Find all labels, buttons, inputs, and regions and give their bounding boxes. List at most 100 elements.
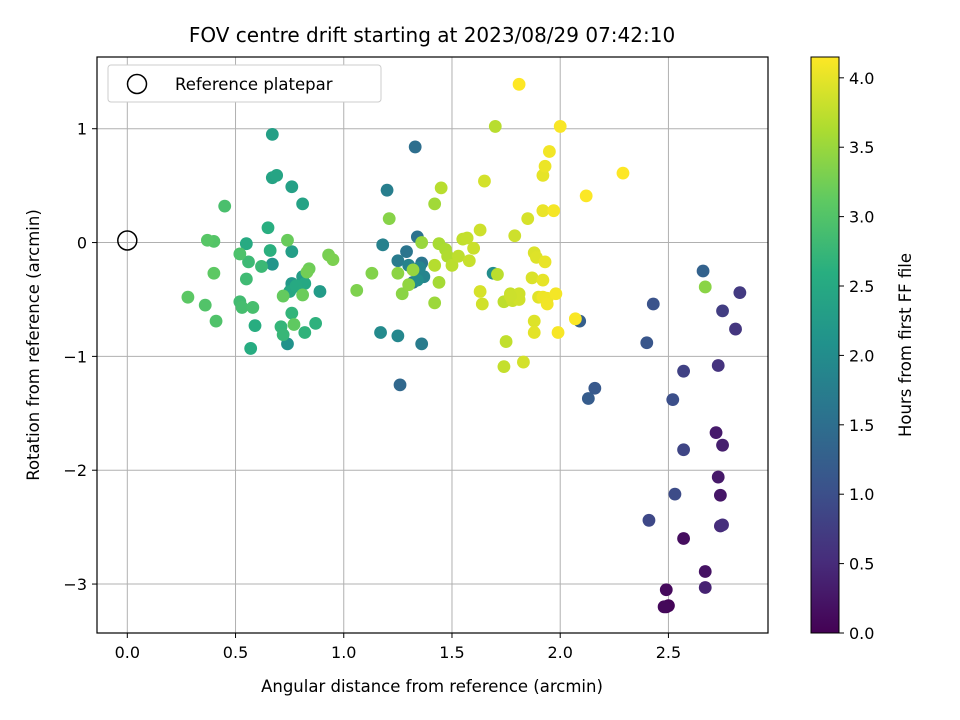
chart-title: FOV centre drift starting at 2023/08/29 … [189,23,675,47]
colorbar: 0.0 0.5 1.0 1.5 2.0 2.5 3.0 3.5 4.0 Hours from f… [810,56,915,643]
data-point [527,314,541,328]
y-tick-label: −1 [63,347,87,366]
legend-label: Reference platepar [175,75,333,94]
data-point [276,289,290,303]
colorbar-tick-label: 3.5 [849,138,874,157]
x-tick-label: 0.0 [115,643,140,662]
data-point [428,296,442,310]
x-tick-label: 2.0 [547,643,572,662]
data-point [568,312,582,326]
data-point [432,275,446,289]
data-point [729,322,742,336]
data-point [488,120,502,133]
x-tick-label: 2.5 [656,643,681,662]
colorbar-tick-label: 3.0 [849,208,874,227]
data-point [313,285,327,298]
data-point [499,335,513,348]
data-point [588,381,602,395]
y-tick-label: 1 [77,120,87,139]
data-point [540,297,554,311]
x-axis-ticks: 0.0 0.5 1.0 1.5 2.0 2.5 [115,633,681,662]
data-point [246,301,260,314]
data-point [549,287,563,301]
data-point [551,326,565,339]
data-points [181,77,747,614]
data-point [646,297,660,311]
data-point [391,266,405,280]
data-point [696,264,710,278]
data-point [642,513,656,527]
data-point [473,285,487,298]
legend-box [107,64,382,103]
legend-marker [126,73,148,95]
data-point [666,393,680,407]
data-point [581,392,595,405]
colorbar-tick-label: 2.5 [849,277,874,296]
data-point [716,438,729,452]
data-point [244,342,258,355]
data-point [508,229,522,243]
data-point [527,326,541,339]
data-point [542,145,556,158]
data-point [207,266,221,280]
data-point [235,301,249,314]
data-point [709,426,723,440]
data-point [261,221,275,235]
data-point [504,289,517,303]
data-point [309,316,323,330]
data-point [677,443,690,457]
data-point [374,326,387,339]
colorbar-tick-label: 0.5 [849,555,874,574]
data-point [711,470,725,484]
data-point [285,306,299,320]
data-point [265,257,279,271]
data-point [239,237,253,251]
data-point [659,583,673,597]
data-point [536,273,550,287]
data-point [517,355,530,369]
y-axis-ticks: −3 −2 −1 0 1 [63,120,97,594]
data-point [478,174,491,188]
colorbar-tick-label: 0.0 [849,624,874,643]
y-tick-label: 0 [77,234,87,253]
data-point [445,258,459,272]
data-point [255,260,268,273]
data-point [393,378,407,392]
y-tick-label: −2 [63,461,87,480]
data-point [285,245,299,259]
data-point [428,258,442,272]
data-point [263,244,277,257]
data-point [716,518,729,532]
data-point [402,278,416,292]
data-point [547,204,561,218]
x-tick-label: 1.5 [439,643,464,662]
data-point [406,263,420,277]
data-point [181,290,195,304]
data-point [198,298,212,312]
data-point [711,359,725,372]
data-point [616,166,630,180]
data-point [677,364,690,378]
data-point [296,288,310,302]
data-point [698,565,712,578]
data-point [233,247,247,261]
data-point [300,265,314,279]
data-point [326,253,340,267]
plot-frame [96,56,769,634]
data-point [473,223,487,237]
data-point [475,297,489,311]
reference-platepar-marker [117,230,138,251]
data-point [287,318,301,331]
data-point [525,271,539,285]
data-point [462,254,476,268]
data-point [415,337,429,351]
data-point [512,77,526,91]
data-point [242,255,255,269]
colorbar-tick-label: 4.0 [849,69,874,88]
data-point [657,600,671,614]
colorbar-gradient [810,56,840,634]
data-point [538,255,552,269]
colorbar-label: Hours from first FF file [896,253,915,437]
data-point [698,581,712,594]
